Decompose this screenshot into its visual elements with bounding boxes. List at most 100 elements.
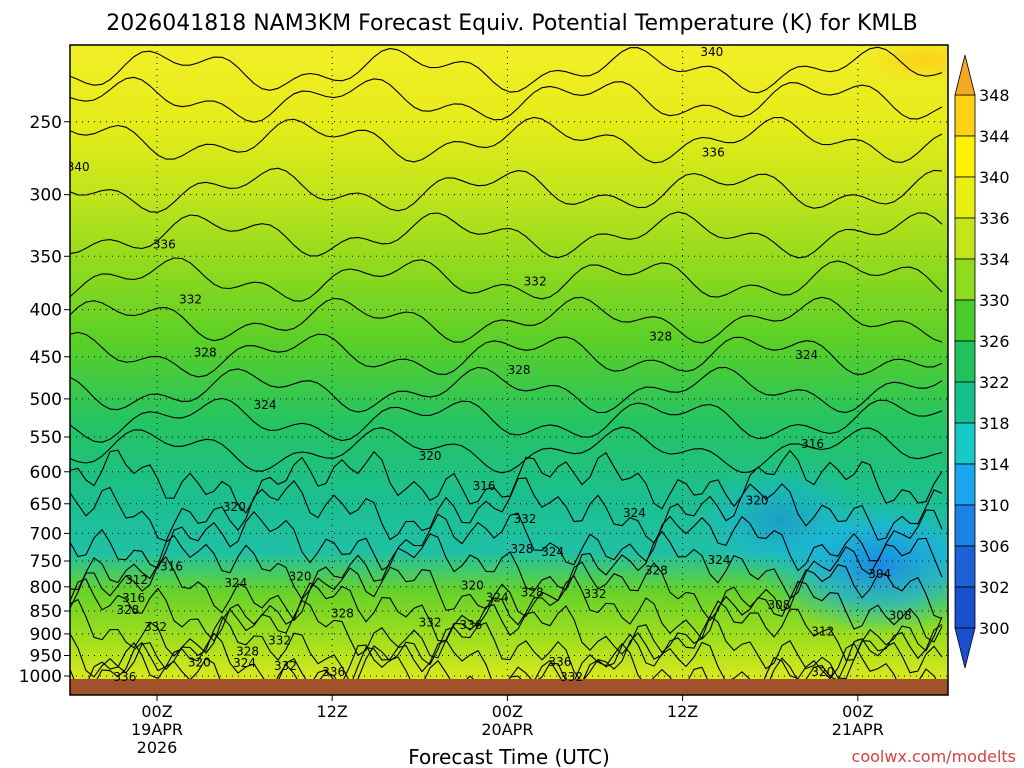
contour-label: 340 (700, 45, 723, 59)
colorbar-label: 336 (979, 209, 1010, 228)
contour-label: 312 (811, 625, 834, 639)
contour-label: 336 (153, 238, 176, 252)
colorbar-label: 344 (979, 127, 1010, 146)
colorbar-band (954, 94, 976, 137)
contour-line (70, 296, 943, 344)
colorbar-band (954, 135, 976, 178)
colorbar-band (954, 217, 976, 260)
y-tick-label: 550 (30, 428, 62, 448)
contour-label: 336 (113, 670, 136, 684)
contour-label: 328 (331, 606, 354, 620)
colorbar-arrow-top (954, 54, 976, 96)
contour-label: 324 (708, 553, 731, 567)
contour-line (70, 257, 943, 302)
colorbar-arrow-bottom (954, 627, 976, 669)
contour-label: 332 (513, 512, 536, 526)
colorbar-label: 326 (979, 332, 1010, 351)
colorbar-label: 348 (979, 86, 1010, 105)
contour-label: 324 (254, 398, 277, 412)
colorbar-band (954, 422, 976, 465)
y-tick-label: 800 (30, 578, 62, 598)
contour-label: 336 (549, 655, 572, 669)
x-axis-label: Forecast Time (UTC) (408, 745, 610, 768)
contour-label: 324 (233, 656, 256, 670)
contour-line (70, 211, 943, 259)
contour-label: 340 (67, 160, 90, 174)
colorbar-band (954, 586, 976, 629)
contour-label: 324 (541, 545, 564, 559)
x-tick-label: 2026 (137, 738, 178, 757)
contour-label: 328 (116, 603, 139, 617)
y-tick-label: 450 (30, 348, 62, 368)
plot-frame (69, 44, 949, 696)
y-tick-label: 700 (30, 524, 62, 544)
colorbar-label: 306 (979, 537, 1010, 556)
contour-label: 324 (224, 576, 247, 590)
contour-label: 332 (144, 620, 167, 634)
contour-label: 328 (511, 542, 534, 556)
colorbar-band (954, 463, 976, 506)
contour-line (70, 449, 943, 514)
contour-label: 312 (125, 573, 148, 587)
contour-labels: 3403403363363323323283283283243243203163… (67, 45, 912, 684)
colorbar-label: 302 (979, 578, 1010, 597)
contour-label: 332 (560, 670, 583, 684)
contour-label: 308 (889, 609, 912, 623)
contour-label: 316 (122, 591, 145, 605)
contour-line (70, 509, 943, 572)
colorbar-label: 334 (979, 250, 1010, 269)
x-tick-label: 12Z (667, 702, 698, 721)
contour-label: 332 (268, 633, 291, 647)
y-tick-label: 300 (30, 186, 62, 206)
cool-region (690, 460, 870, 580)
colorbar-label: 310 (979, 496, 1010, 515)
contour-label: 328 (508, 363, 531, 377)
contour-label: 324 (486, 591, 509, 605)
contour-label: 320 (289, 570, 312, 584)
contour-label: 328 (649, 330, 672, 344)
contour-label: 320 (461, 578, 484, 592)
colorbar-label: 300 (979, 619, 1010, 638)
credit-link[interactable]: coolwx.com/modelts (852, 747, 1016, 766)
x-tick-label: 00Z (492, 702, 523, 721)
contour-line (70, 76, 943, 123)
contour-label: 324 (623, 506, 646, 520)
contour-line (70, 426, 943, 474)
contour-label: 332 (179, 293, 202, 307)
y-tick-label: 750 (30, 552, 62, 572)
colorbar-band (954, 299, 976, 342)
contour-line (70, 116, 943, 164)
y-axis: 250 300 350 400 450 500 550 600 650 700 750 800 850 9… (19, 113, 70, 687)
x-tick-label: 12Z (317, 702, 348, 721)
contour-label: 328 (236, 644, 259, 658)
colorbar-band (954, 545, 976, 588)
chart-title: 2026041818 NAM3KM Forecast Equiv. Potent… (106, 11, 917, 36)
contour-line (70, 530, 943, 601)
contour-line (70, 598, 943, 661)
colorbar-band (954, 381, 976, 424)
contour-line (70, 477, 943, 544)
contour-label: 336 (322, 665, 345, 679)
x-tick-label: 21APR (832, 720, 884, 739)
y-tick-label: 900 (30, 625, 62, 645)
colorbar-label: 340 (979, 168, 1010, 187)
x-tick-label: 00Z (141, 702, 172, 721)
contour-lines (70, 46, 943, 695)
y-tick-label: 850 (30, 602, 62, 622)
contour-label: 332 (419, 616, 442, 630)
y-tick-label: 350 (30, 247, 62, 267)
y-tick-label: 1000 (19, 667, 62, 687)
contour-label: 328 (194, 345, 217, 359)
colorbar-band (954, 176, 976, 219)
contour-label: 324 (795, 348, 818, 362)
colorbar-band (954, 504, 976, 547)
y-tick-label: 250 (30, 113, 62, 133)
contour-label: 332 (524, 275, 547, 289)
contour-label: 304 (868, 567, 891, 581)
contour-label: 320 (223, 500, 246, 514)
contour-label: 328 (521, 586, 544, 600)
x-tick-label: 00Z (842, 702, 873, 721)
y-tick-label: 650 (30, 495, 62, 515)
contour-label: 308 (768, 598, 791, 612)
